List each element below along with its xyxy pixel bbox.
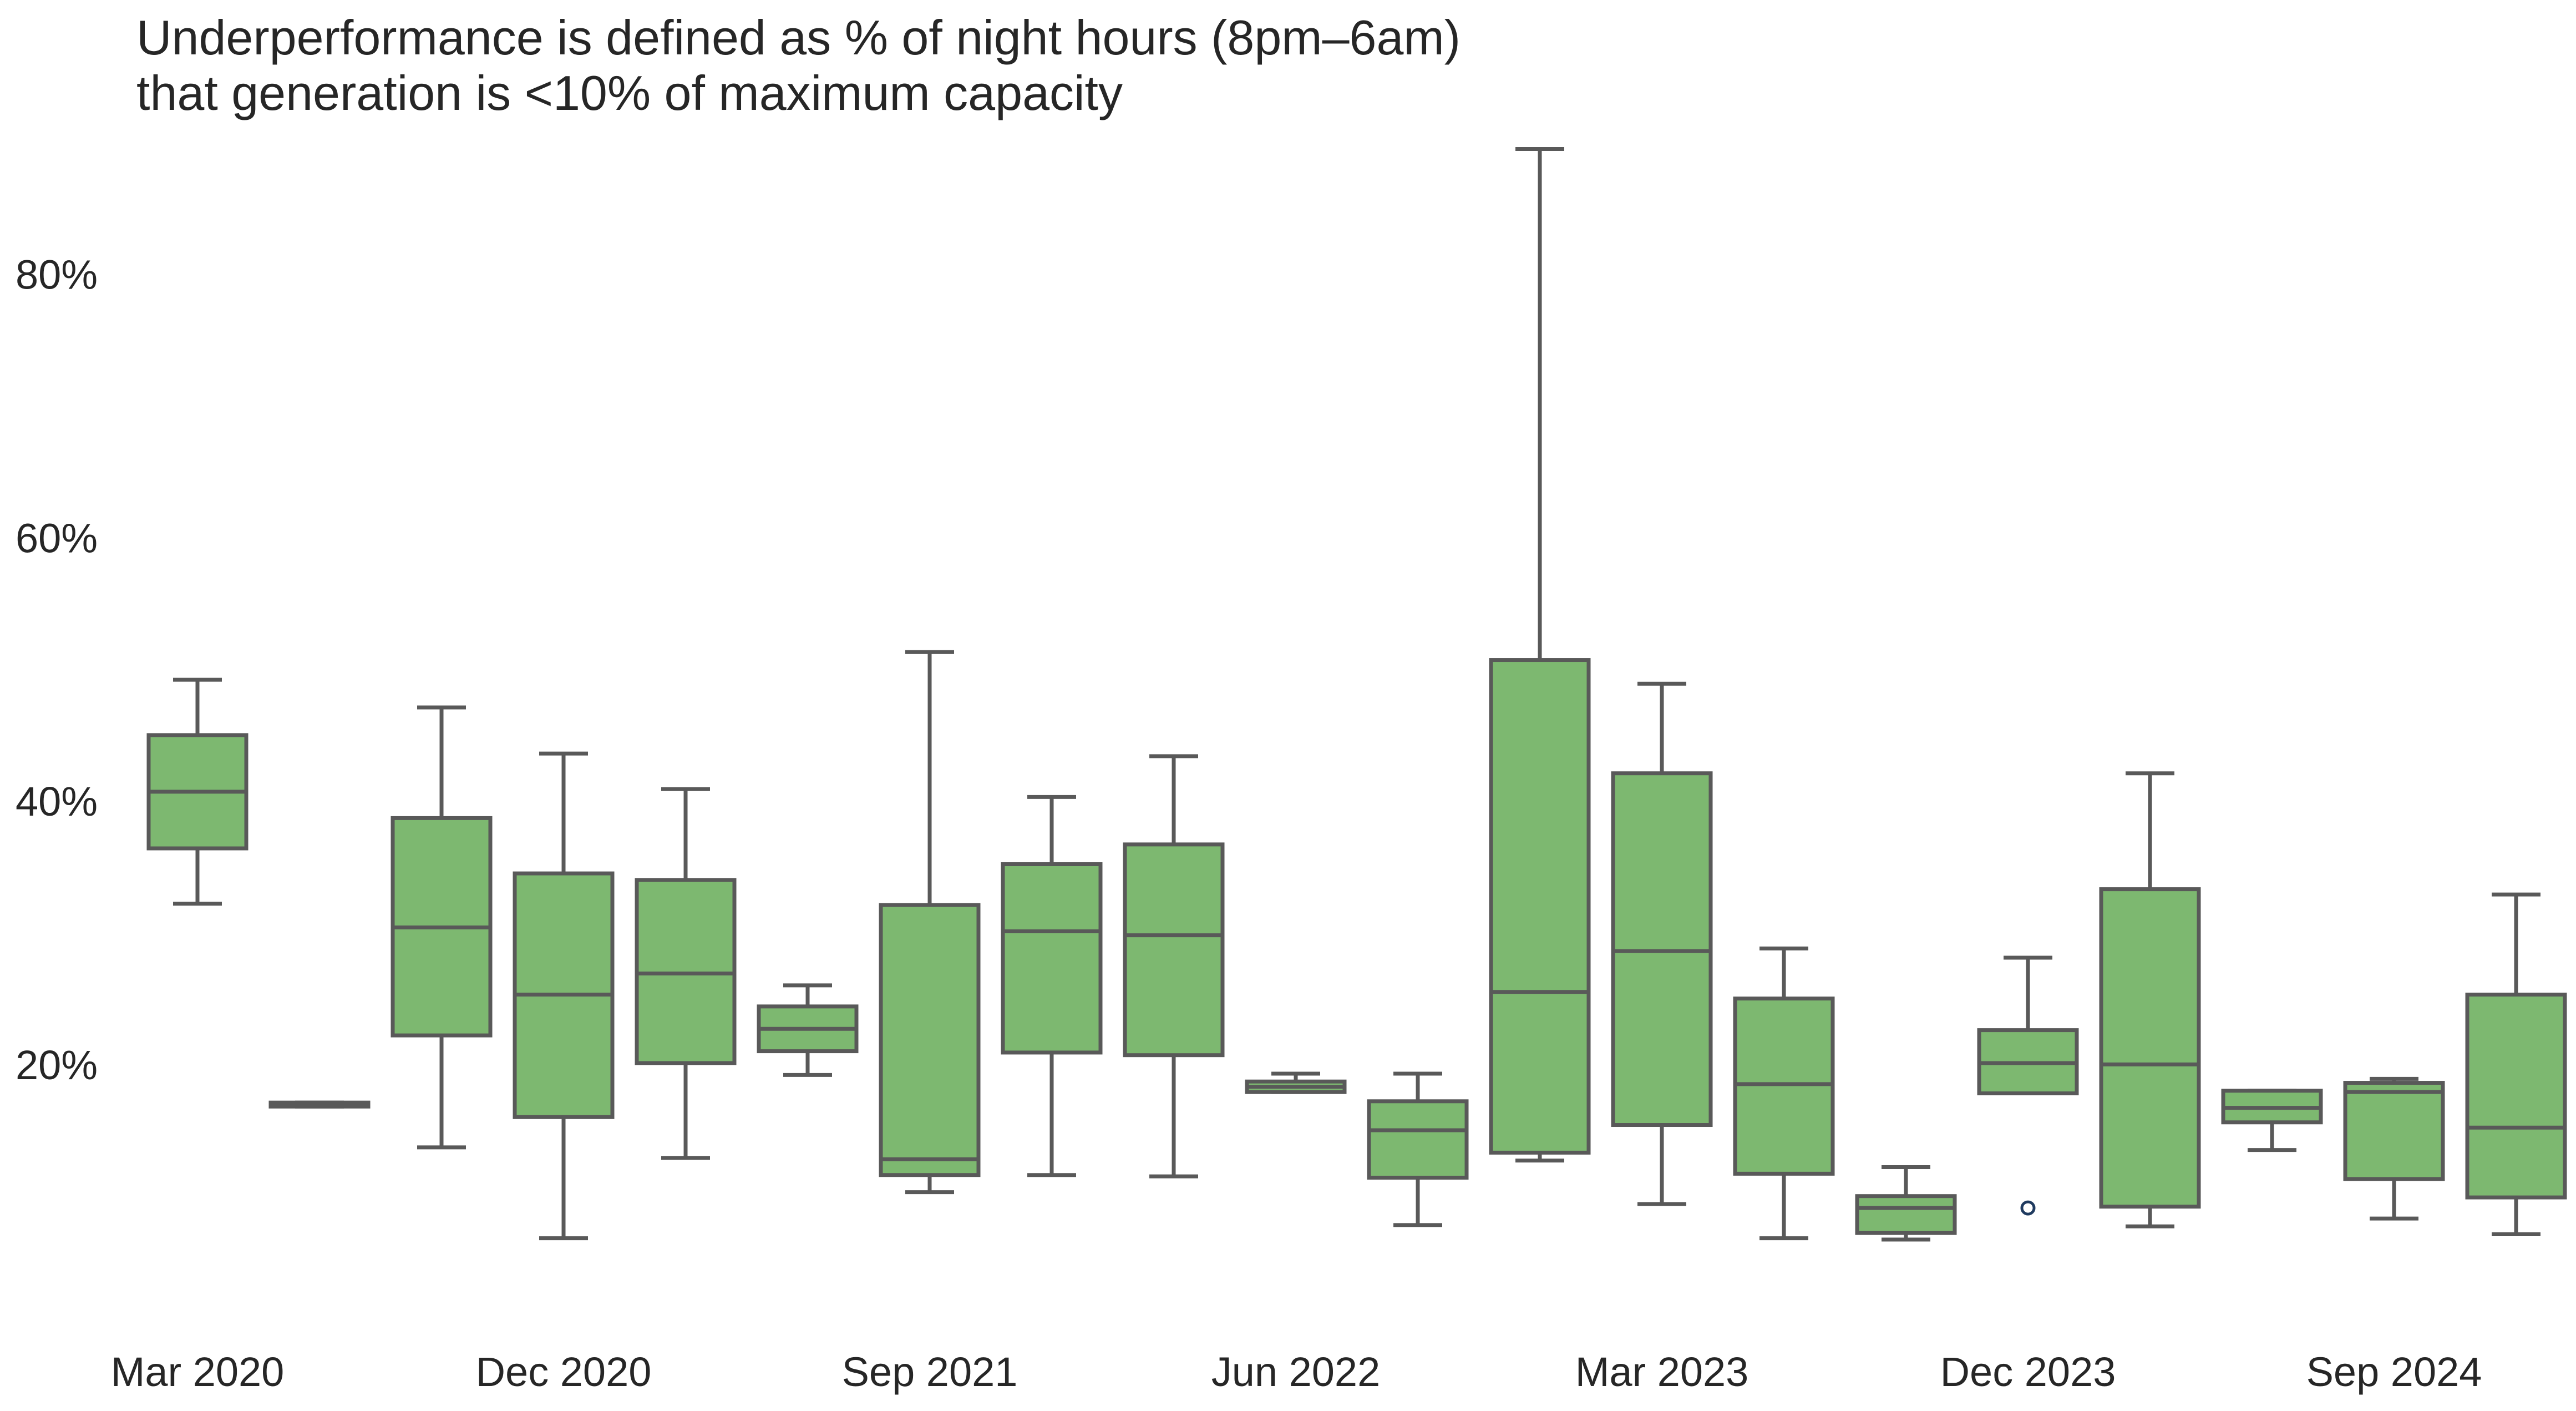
box-group [2099,771,2201,1228]
iqr-box [879,903,981,1177]
box-group [1733,946,1835,1241]
x-axis-tick-labels: Mar 2020 Dec 2020 Sep 2021 Jun 2022 Mar 2023… [111,1349,2482,1395]
box-group [1001,795,1103,1177]
box-group [1977,955,2079,1216]
chart-title: Underperformance is defined as % of nigh… [136,10,1461,121]
box-group [268,1100,371,1109]
y-tick-label: 60% [16,515,98,561]
box-group [391,705,493,1150]
iqr-box [1001,862,1103,1055]
title-line-2: that generation is <10% of maximum capac… [136,65,1123,120]
y-tick-label: 80% [16,252,98,298]
x-tick-label: Sep 2024 [2306,1349,2482,1395]
iqr-box [635,878,737,1065]
title-line-1: Underperformance is defined as % of nigh… [136,10,1461,65]
x-tick-label: Mar 2023 [1575,1349,1749,1395]
box-group [879,650,981,1195]
box-group [146,677,249,906]
x-tick-label: Jun 2022 [1211,1349,1381,1395]
box-group [1245,1071,1347,1094]
y-tick-label: 20% [16,1042,98,1088]
box-group [2343,1076,2445,1221]
outlier-point [2020,1200,2036,1216]
iqr-box [1123,842,1225,1058]
box-group [2465,892,2567,1237]
box-group [1855,1165,1957,1242]
iqr-box [2099,887,2201,1209]
iqr-box [1367,1099,1469,1180]
box-group [1123,754,1225,1179]
box-group [1489,146,1591,1163]
x-tick-label: Dec 2023 [1940,1349,2116,1395]
iqr-box [1733,997,1835,1176]
box-series [146,146,2567,1242]
iqr-box [1611,771,1713,1127]
iqr-box [1855,1194,1957,1235]
x-tick-label: Dec 2020 [476,1349,652,1395]
box-group [513,751,615,1241]
box-group [635,787,737,1160]
iqr-box [2343,1081,2445,1181]
y-axis-tick-labels: 20% 40% 60% 80% [16,252,98,1088]
box-group [1611,681,1713,1206]
box-group [2221,1089,2323,1152]
x-tick-label: Sep 2021 [842,1349,1018,1395]
x-tick-label: Mar 2020 [111,1349,285,1395]
iqr-box [2465,993,2567,1200]
box-group [757,983,859,1077]
box-group [1367,1071,1469,1227]
iqr-box [1489,658,1591,1155]
y-tick-label: 40% [16,778,98,825]
